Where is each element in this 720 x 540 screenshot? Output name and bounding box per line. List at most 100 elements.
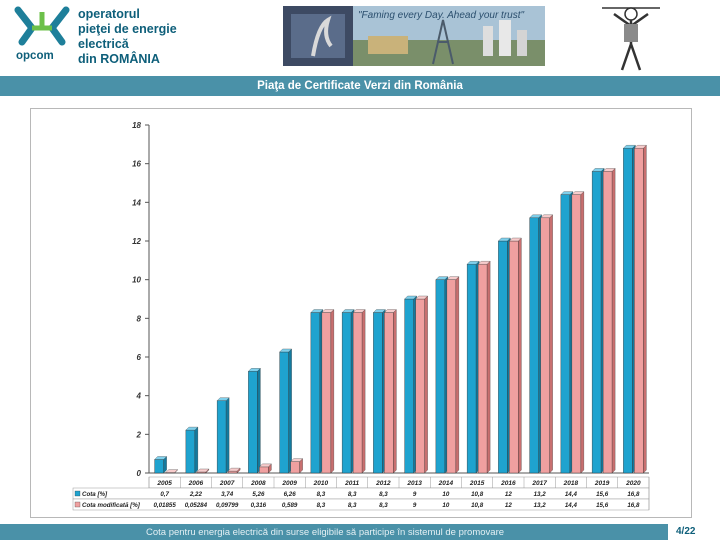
data-label: 0,589 [282,502,298,509]
bar-cota-top [435,276,449,280]
legend-entry: Cota [%] [82,491,108,498]
bar-cota-side [257,367,261,474]
bar-cota-modificata [384,312,394,474]
bar-cota-modificata-top [571,191,585,195]
bar-cota-top [341,309,355,313]
data-label: 15,6 [596,491,609,498]
bar-cota-modificata-side [393,309,397,474]
bar-cota [435,279,446,474]
bar-cota-modificata-top [540,214,553,218]
bar-cota-side [194,426,199,474]
data-label: 8,3 [379,491,388,498]
energy-mascot-icon [602,7,660,71]
category-label: 2019 [594,480,610,487]
org-line-1: operatorul [78,7,140,21]
y-tick-label: 2 [136,430,142,439]
legend-swatch [74,490,81,497]
bar-cota-modificata-top [352,309,366,313]
bar-cota-modificata [602,171,613,474]
opcom-logo-icon [14,6,70,46]
bar-cota-top [310,309,324,313]
bar-cota-modificata-side [518,237,522,474]
category-label: 2011 [344,480,359,487]
bar-cota-modificata [571,194,582,474]
bar-cota-modificata-top [227,467,241,472]
data-label: 0,7 [160,491,169,498]
bar-cota-modificata [196,471,207,474]
bar-cota-top [466,261,480,265]
data-label: 8,3 [317,491,326,498]
bar-cota-modificata-top [446,276,460,280]
bar-cota-side [288,348,292,474]
y-tick-label: 8 [137,314,142,323]
bar-cota-modificata-side [611,168,616,474]
y-tick-label: 14 [132,198,141,207]
data-label: 0,05284 [185,502,208,509]
category-label: 2017 [531,480,547,487]
bar-cota-modificata-side [580,191,585,474]
y-tick-label: 10 [132,276,141,285]
bar-cota-modificata-top [509,237,522,242]
y-tick-label: 12 [132,237,141,246]
data-label: 10,8 [471,502,484,509]
category-label: 2013 [406,480,422,487]
data-label: 2,22 [189,491,203,498]
bar-cota-modificata-top [477,261,491,265]
data-label: 9 [413,491,417,498]
bar-cota [591,171,602,474]
bar-cota-modificata-side [455,276,460,474]
slogan: "Faming every Day. Ahead your trust" [358,10,525,21]
bar-cota-top [248,368,261,372]
bar-cota-modificata-side [424,295,428,474]
bar-cota [248,371,258,474]
quota-chart: 0 2 4 6 8 10 12 14 16 18 2005 2006 2007 2008 2009 2010 2… [72,121,650,511]
bar-cota-top [154,456,167,460]
data-label: 10 [442,491,449,498]
bar-cota-top [185,426,199,431]
bar-cota-top [373,309,386,313]
bar-cota-modificata [477,263,488,474]
category-label: 2018 [563,480,579,487]
bar-cota-modificata-top [634,145,647,149]
y-tick-label: 6 [137,353,142,362]
bar-cota-modificata [259,466,269,474]
title-banner [0,76,720,96]
org-line-4: din ROMÂNIA [78,52,160,66]
header: opcom operatorul pieţei de energie elect… [0,0,720,76]
bar-cota-top [623,145,636,149]
data-label: 6,26 [284,491,297,498]
bar-cota-modificata-side [643,144,647,474]
bar-cota-modificata-top [384,309,397,313]
category-label: 2007 [219,480,235,487]
bar-cota-modificata [415,298,425,474]
category-label: 2006 [188,480,204,487]
page-number-box [668,524,720,540]
bar-cota-modificata-top [259,463,272,468]
bar-cota-modificata-top [415,295,428,300]
category-label: 2014 [438,480,454,487]
bar-cota [623,148,633,474]
data-label: 10,8 [471,491,484,498]
bar-cota [466,263,477,474]
category-label: 2015 [469,480,485,487]
data-label: 14,4 [565,491,578,498]
data-label: 9 [413,502,417,509]
org-line-3: electrică [78,37,129,51]
data-label: 12 [505,491,512,498]
bar-cota-modificata-side [486,260,491,474]
category-label: 2020 [625,480,641,487]
bar-cota [310,312,321,474]
bar-cota [185,429,196,474]
bar-cota-top [529,214,542,218]
page-title: Piaţa de Certificate Verzi din România [257,80,463,92]
bar-cota-modificata-top [290,458,303,462]
bar-cota-top [404,295,417,300]
bar-cota [498,240,508,474]
y-tick-label: 18 [132,121,141,130]
data-label: 8,3 [348,502,357,509]
bar-cota [560,194,571,474]
y-tick-label: 0 [137,469,142,478]
bar-cota [373,312,383,474]
bar-cota [341,312,352,474]
bar-cota-modificata-top [165,469,178,473]
